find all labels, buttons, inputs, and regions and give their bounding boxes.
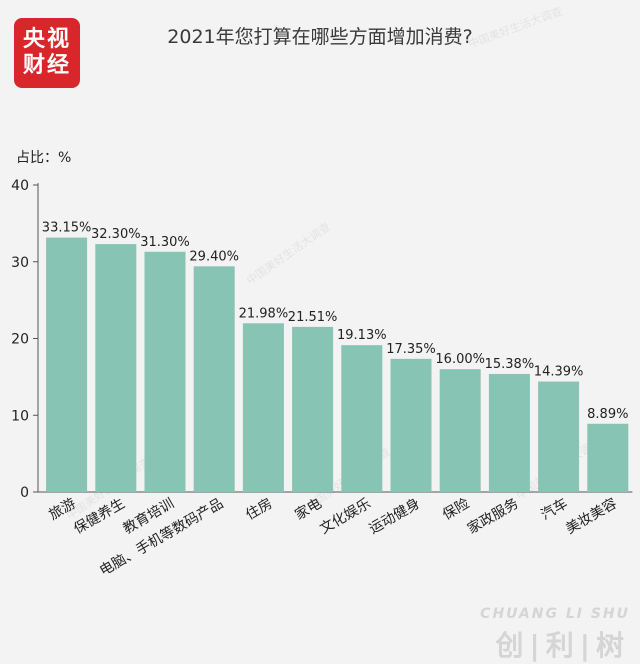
x-tick-label: 运动健身 [367, 496, 423, 538]
y-axis-label: 占比：% [16, 150, 72, 166]
bar [242, 323, 284, 492]
bar [46, 237, 88, 492]
x-tick-label: 汽车 [538, 495, 571, 524]
bar [488, 373, 530, 492]
y-tick-label: 40 [11, 178, 29, 194]
bar [95, 244, 137, 492]
data-label: 17.35% [386, 342, 436, 357]
x-tick-label: 家政服务 [464, 495, 521, 538]
bar [193, 266, 235, 492]
data-label: 33.15% [42, 221, 92, 236]
data-label: 32.30% [91, 227, 141, 242]
x-tick-label: 保险 [440, 496, 472, 524]
data-label: 19.13% [337, 328, 387, 343]
data-label: 31.30% [140, 235, 190, 250]
y-tick-label: 20 [11, 332, 29, 348]
data-label: 16.00% [435, 352, 485, 367]
cctv-finance-logo: 央视 财经 [14, 18, 80, 88]
chuanglishu-logo: CHUANG LI SHU 创|利|树 [470, 606, 630, 662]
data-label: 21.98% [239, 306, 289, 321]
logo-line-1: 央视 [22, 27, 71, 52]
footer-logo-en: CHUANG LI SHU [480, 606, 630, 622]
bar [587, 423, 629, 492]
y-tick-label: 0 [20, 485, 29, 501]
x-tick-label: 美妆美容 [563, 495, 620, 538]
chart-title: 2021年您打算在哪些方面增加消费? [167, 26, 473, 48]
bar [292, 326, 334, 492]
data-label: 8.89% [587, 407, 628, 422]
logo-line-2: 财经 [22, 53, 71, 78]
watermark-text: 中国美好生活大调查 [466, 4, 564, 51]
data-label: 29.40% [189, 249, 239, 264]
bar [144, 251, 186, 492]
y-tick-label: 10 [11, 408, 29, 424]
bar [390, 358, 432, 492]
x-tick-label: 住房 [243, 496, 275, 524]
data-label: 15.38% [485, 357, 535, 372]
bar [439, 369, 481, 492]
watermark-text: 中国美好生活大调查 [244, 219, 333, 287]
y-tick-label: 30 [11, 255, 29, 271]
bar [538, 381, 580, 492]
data-label: 21.51% [288, 310, 338, 325]
footer-logo-zh: 创|利|树 [495, 629, 630, 662]
bar [341, 345, 383, 492]
data-label: 14.39% [534, 365, 584, 380]
